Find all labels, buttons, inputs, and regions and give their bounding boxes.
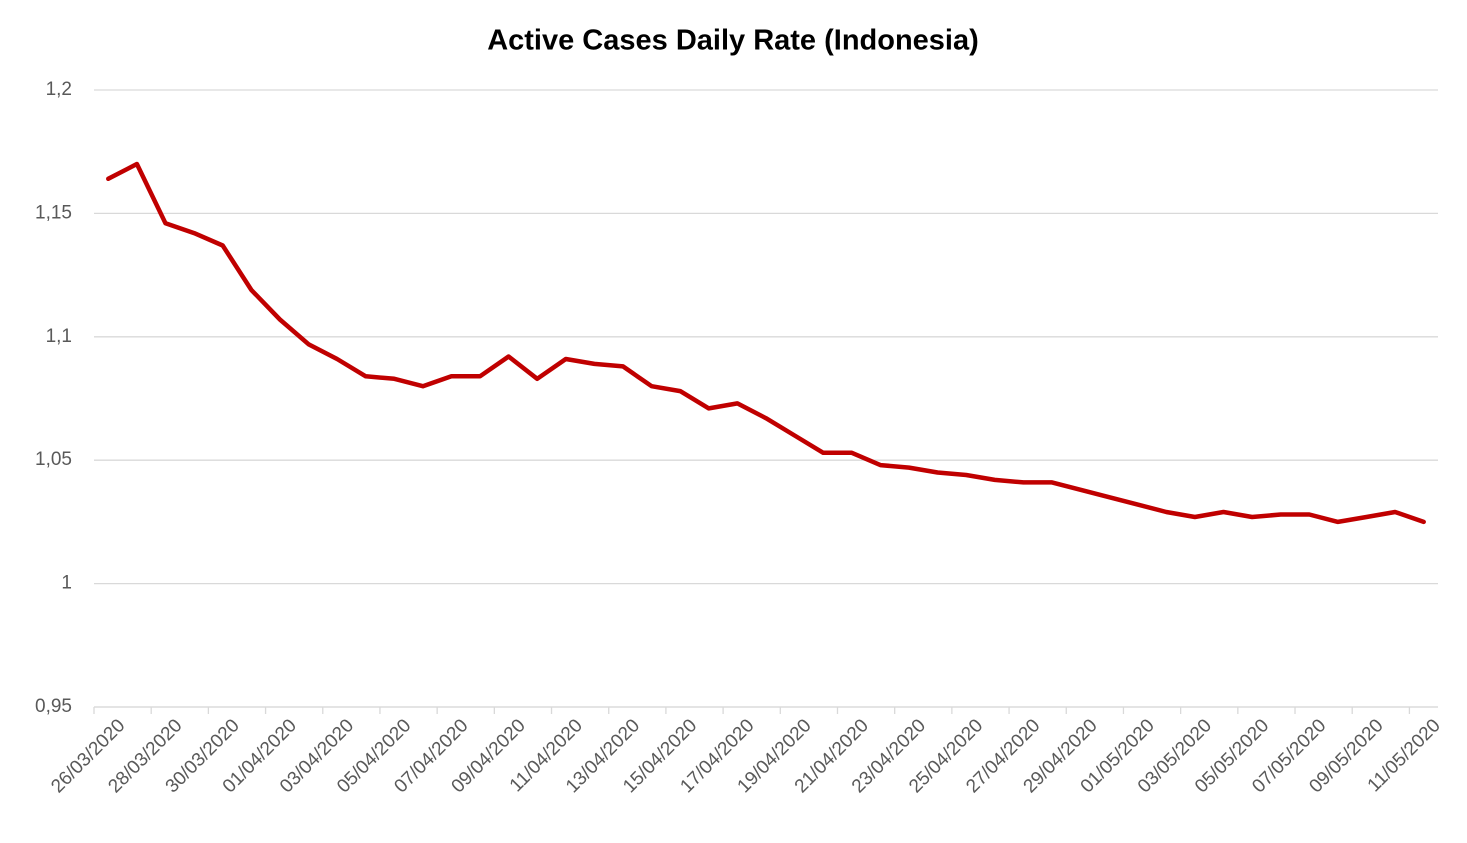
y-tick-label: 1,2	[46, 79, 72, 100]
y-tick-label: 0,95	[35, 696, 72, 717]
line-series	[106, 161, 1426, 525]
chart-title: Active Cases Daily Rate (Indonesia)	[487, 25, 979, 57]
y-tick-label: 1,15	[35, 202, 72, 223]
y-tick-label: 1	[61, 573, 72, 594]
y-tick-label: 1,1	[46, 326, 72, 347]
y-tick-label: 1,05	[35, 449, 72, 470]
